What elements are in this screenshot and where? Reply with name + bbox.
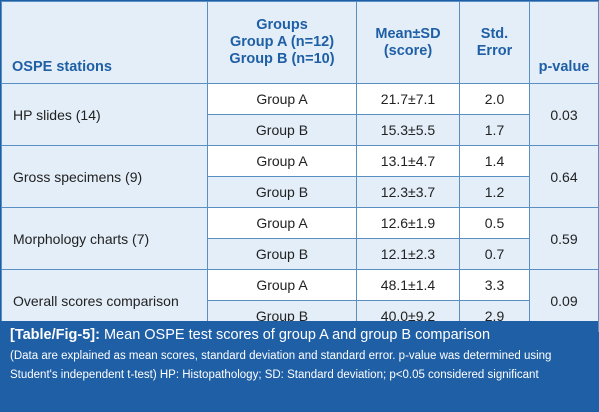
- group-cell: Group B: [207, 114, 357, 146]
- pvalue-cell: 0.64: [529, 145, 599, 208]
- header-groups-line: Group B (n=10): [229, 51, 335, 67]
- caption-note: (Data are explained as mean scores, stan…: [10, 350, 552, 381]
- se-cell: 3.3: [459, 269, 530, 301]
- group-cell: Group A: [207, 269, 357, 301]
- header-groups: Groups Group A (n=12) Group B (n=10): [207, 1, 357, 84]
- se-cell: 1.7: [459, 114, 530, 146]
- caption-title: Mean OSPE test scores of group A and gro…: [99, 327, 491, 343]
- scores-table: OSPE stations Groups Group A (n=12) Grou…: [1, 1, 599, 332]
- station-cell: Gross specimens (9): [1, 145, 208, 208]
- header-std-error: Std. Error: [459, 1, 530, 84]
- header-mean-line: (score): [383, 42, 433, 59]
- mean-cell: 12.6±1.9: [356, 207, 460, 239]
- station-cell: HP slides (14): [1, 83, 208, 146]
- caption-label: [Table/Fig-5]:: [10, 327, 100, 343]
- caption-title-line: [Table/Fig-5]: Mean OSPE test scores of …: [10, 326, 590, 344]
- header-mean-line: Mean±SD: [375, 25, 441, 42]
- group-cell: Group A: [207, 83, 357, 115]
- group-cell: Group B: [207, 176, 357, 208]
- table-row: HP slides (14) Group A 21.7±7.1 2.0 0.03: [1, 83, 599, 146]
- table-row: Gross specimens (9) Group A 13.1±4.7 1.4…: [1, 145, 599, 208]
- header-groups-line: Group A (n=12): [229, 34, 335, 50]
- group-cell: Group A: [207, 207, 357, 239]
- table-row: Group B 12.1±2.3 0.7: [2, 238, 599, 270]
- mean-cell: 15.3±5.5: [356, 114, 460, 146]
- table-row: Group B 12.3±3.7 1.2: [2, 176, 599, 208]
- se-cell: 0.7: [459, 238, 530, 270]
- table-row: Overall scores comparison Group A 48.1±1…: [1, 269, 599, 332]
- group-cell: Group B: [207, 238, 357, 270]
- header-stations: OSPE stations: [1, 1, 208, 84]
- mean-cell: 21.7±7.1: [356, 83, 460, 115]
- mean-cell: 13.1±4.7: [356, 145, 460, 177]
- header-row: OSPE stations Groups Group A (n=12) Grou…: [1, 1, 599, 84]
- se-cell: 2.0: [459, 83, 530, 115]
- mean-cell: 48.1±1.4: [356, 269, 460, 301]
- header-groups-line: Groups: [256, 17, 308, 33]
- header-mean-sd: Mean±SD (score): [356, 1, 460, 84]
- station-cell: Morphology charts (7): [1, 207, 208, 270]
- header-se-line: Error: [476, 42, 513, 59]
- se-cell: 1.4: [459, 145, 530, 177]
- group-cell: Group A: [207, 145, 357, 177]
- se-cell: 0.5: [459, 207, 530, 239]
- pvalue-cell: 0.59: [529, 207, 599, 270]
- table-row: Group B 15.3±5.5 1.7: [2, 114, 599, 146]
- header-se-line: Std.: [480, 25, 509, 42]
- table-row: Morphology charts (7) Group A 12.6±1.9 0…: [1, 207, 599, 270]
- header-pvalue: p-value: [529, 1, 599, 84]
- mean-cell: 12.1±2.3: [356, 238, 460, 270]
- mean-cell: 12.3±3.7: [356, 176, 460, 208]
- figure-caption: [Table/Fig-5]: Mean OSPE test scores of …: [1, 321, 598, 411]
- pvalue-cell: 0.03: [529, 83, 599, 146]
- se-cell: 1.2: [459, 176, 530, 208]
